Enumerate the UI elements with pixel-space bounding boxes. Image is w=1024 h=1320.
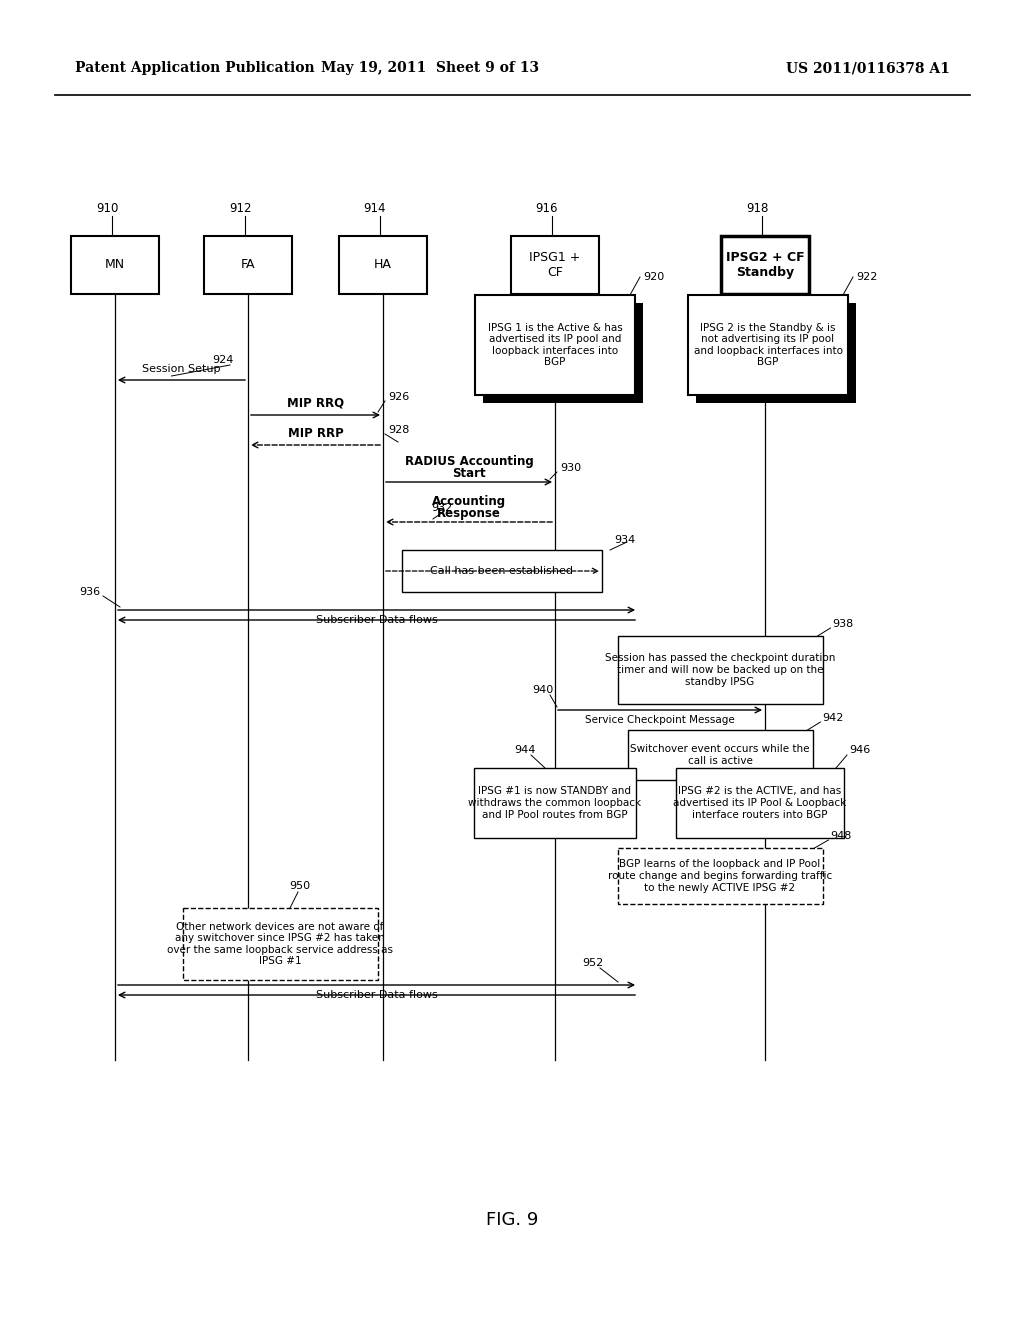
FancyBboxPatch shape — [483, 304, 643, 403]
Text: 930: 930 — [560, 463, 582, 473]
Text: MIP RRQ: MIP RRQ — [287, 397, 344, 411]
Text: FIG. 9: FIG. 9 — [485, 1210, 539, 1229]
Text: HA: HA — [374, 259, 392, 272]
Text: IPSG #2 is the ACTIVE, and has
advertised its IP Pool & Loopback
interface route: IPSG #2 is the ACTIVE, and has advertise… — [674, 787, 847, 820]
Text: 918: 918 — [745, 202, 768, 214]
Text: Session has passed the checkpoint duration
timer and will now be backed up on th: Session has passed the checkpoint durati… — [605, 653, 836, 686]
Text: 942: 942 — [822, 713, 844, 723]
Text: 938: 938 — [833, 619, 854, 630]
Text: 910: 910 — [96, 202, 118, 214]
Text: 916: 916 — [536, 202, 558, 214]
Text: Switchover event occurs while the
call is active: Switchover event occurs while the call i… — [630, 744, 810, 766]
Text: MIP RRP: MIP RRP — [288, 426, 343, 440]
FancyBboxPatch shape — [617, 636, 822, 704]
Text: MN: MN — [104, 259, 125, 272]
Text: Service Checkpoint Message: Service Checkpoint Message — [585, 715, 735, 725]
FancyBboxPatch shape — [617, 847, 822, 904]
Text: 922: 922 — [856, 272, 878, 282]
Text: BGP learns of the loopback and IP Pool
route change and begins forwarding traffi: BGP learns of the loopback and IP Pool r… — [608, 859, 833, 892]
Text: FA: FA — [241, 259, 255, 272]
FancyBboxPatch shape — [182, 908, 378, 979]
FancyBboxPatch shape — [511, 236, 599, 294]
FancyBboxPatch shape — [71, 236, 159, 294]
Text: 914: 914 — [364, 202, 386, 214]
Text: 920: 920 — [643, 272, 665, 282]
Text: IPSG2 + CF
Standby: IPSG2 + CF Standby — [726, 251, 804, 279]
Text: IPSG #1 is now STANDBY and
withdraws the common loopback
and IP Pool routes from: IPSG #1 is now STANDBY and withdraws the… — [468, 787, 642, 820]
Text: IPSG 2 is the Standby & is
not advertising its IP pool
and loopback interfaces i: IPSG 2 is the Standby & is not advertisi… — [693, 322, 843, 367]
Text: 940: 940 — [532, 685, 554, 696]
FancyBboxPatch shape — [474, 768, 636, 838]
Text: 928: 928 — [388, 425, 410, 436]
Text: IPSG 1 is the Active & has
advertised its IP pool and
loopback interfaces into
B: IPSG 1 is the Active & has advertised it… — [487, 322, 623, 367]
FancyBboxPatch shape — [676, 768, 844, 838]
FancyBboxPatch shape — [475, 294, 635, 395]
Text: RADIUS Accounting: RADIUS Accounting — [404, 455, 534, 469]
Text: 950: 950 — [290, 880, 310, 891]
Text: IPSG1 +
CF: IPSG1 + CF — [529, 251, 581, 279]
Text: 936: 936 — [80, 587, 100, 597]
Text: Session Setup: Session Setup — [142, 364, 221, 374]
FancyBboxPatch shape — [402, 550, 602, 591]
Text: 934: 934 — [614, 535, 635, 545]
FancyBboxPatch shape — [696, 304, 856, 403]
FancyBboxPatch shape — [204, 236, 292, 294]
Text: 946: 946 — [849, 744, 870, 755]
Text: Accounting: Accounting — [432, 495, 506, 508]
Text: May 19, 2011  Sheet 9 of 13: May 19, 2011 Sheet 9 of 13 — [321, 61, 539, 75]
Text: Response: Response — [437, 507, 501, 520]
Text: US 2011/0116378 A1: US 2011/0116378 A1 — [786, 61, 950, 75]
Text: 944: 944 — [514, 744, 536, 755]
Text: 924: 924 — [212, 355, 233, 366]
Text: 912: 912 — [228, 202, 251, 214]
FancyBboxPatch shape — [628, 730, 812, 780]
Text: 932: 932 — [431, 503, 453, 513]
Text: 926: 926 — [388, 392, 410, 403]
Text: Patent Application Publication: Patent Application Publication — [75, 61, 314, 75]
FancyBboxPatch shape — [339, 236, 427, 294]
Text: Subscriber Data flows: Subscriber Data flows — [315, 615, 437, 624]
Text: 952: 952 — [583, 958, 603, 968]
FancyBboxPatch shape — [688, 294, 848, 395]
Text: Call has been established: Call has been established — [430, 566, 573, 576]
Text: Other network devices are not aware of
any switchover since IPSG #2 has taken
ov: Other network devices are not aware of a… — [167, 921, 393, 966]
Text: Start: Start — [453, 467, 485, 480]
Text: 948: 948 — [830, 832, 852, 841]
FancyBboxPatch shape — [721, 236, 809, 294]
Text: Subscriber Data flows: Subscriber Data flows — [315, 990, 437, 1001]
